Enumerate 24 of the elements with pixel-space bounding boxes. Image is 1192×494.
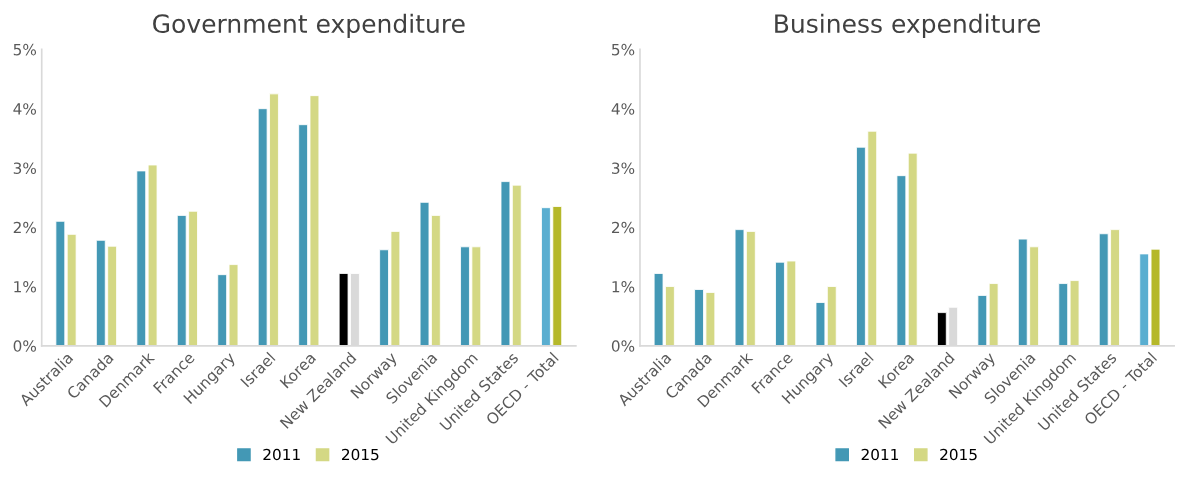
y-tick-label: 0% (611, 340, 635, 352)
legend-label: 2015 (940, 448, 977, 461)
legend-label: 2011 (263, 448, 300, 461)
chart-title: Business expenditure (775, 13, 1040, 38)
bar (907, 152, 918, 346)
y-tick-label: 2% (611, 221, 635, 234)
bar (896, 175, 907, 346)
y-tick-label: 1% (612, 280, 635, 293)
y-tick-label: 1% (14, 280, 37, 293)
y-tick-label: 2% (13, 221, 37, 234)
y-tick-label: 5% (612, 43, 635, 56)
y-tick-label: 3% (612, 162, 635, 174)
chart-title: Government expenditure (153, 13, 465, 38)
bar (55, 220, 66, 346)
y-tick-label: 5% (13, 43, 37, 56)
y-tick-label: 3% (13, 162, 37, 174)
bar (977, 294, 988, 346)
legend-label: 2015 (342, 448, 379, 461)
y-tick-label: 4% (611, 103, 635, 115)
y-tick-label: 4% (13, 103, 37, 115)
bar (988, 283, 999, 346)
bar (66, 233, 77, 346)
legend-label: 2011 (861, 448, 898, 461)
y-tick-label: 0% (13, 340, 37, 352)
